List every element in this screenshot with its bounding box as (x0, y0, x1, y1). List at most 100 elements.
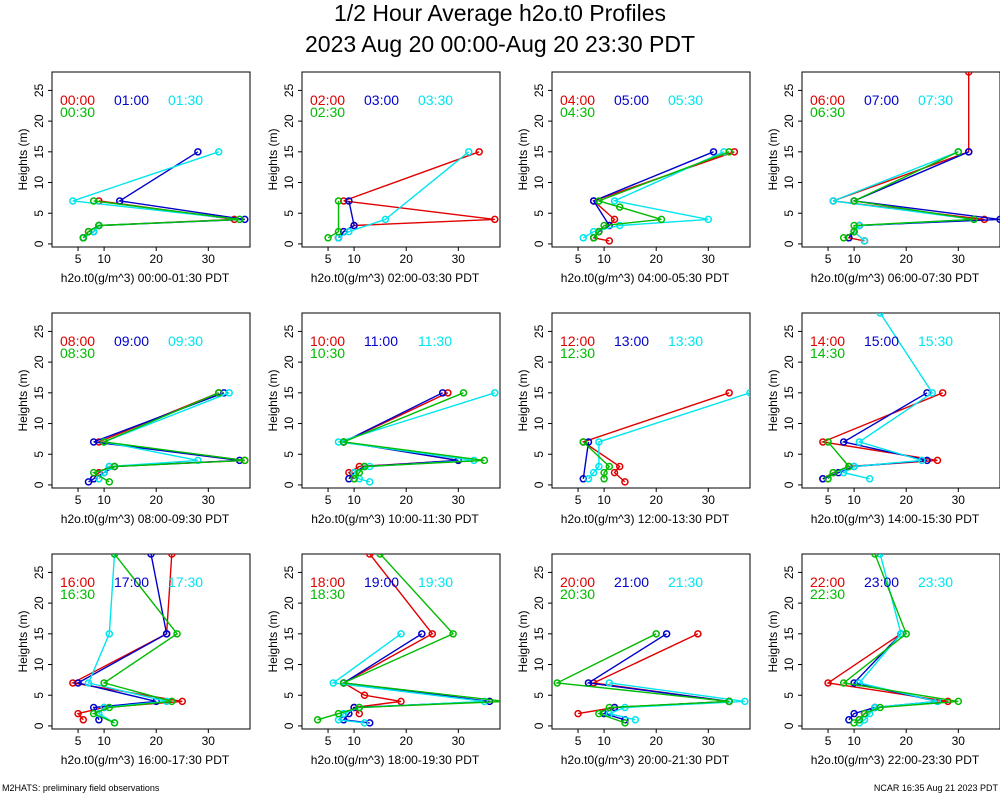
x-tick-label: 10 (847, 734, 861, 748)
data-point (355, 468, 364, 477)
data-point (850, 709, 858, 718)
legend-label: 15:30 (918, 333, 953, 349)
data-point (652, 630, 660, 638)
data-point (334, 709, 343, 718)
data-point (829, 197, 838, 205)
legend-label: 19:30 (418, 574, 453, 590)
legend-label: 15:00 (864, 333, 899, 349)
data-point (829, 468, 838, 477)
x-tick-label: 10 (97, 493, 111, 507)
legend-label: 13:00 (614, 333, 649, 349)
data-point (428, 630, 437, 638)
y-tick-label: 10 (282, 658, 296, 672)
data-point (933, 456, 942, 465)
x-tick-label: 10 (847, 493, 861, 507)
figure-subtitle: 2023 Aug 20 00:00-Aug 20 23:30 PDT (304, 31, 696, 57)
plot-frame (551, 553, 751, 730)
data-point (610, 215, 619, 224)
data-point (89, 468, 98, 477)
data-point (725, 148, 733, 156)
data-point (105, 630, 114, 638)
y-tick-label: 5 (782, 451, 796, 458)
series-group (579, 148, 739, 245)
data-point (100, 679, 108, 687)
data-point (74, 709, 82, 718)
x-tick-label: 30 (952, 493, 966, 507)
data-point (964, 72, 973, 76)
figure-title: 1/2 Hour Average h2o.t0 Profiles (333, 0, 666, 26)
y-axis-label: Heights (m) (766, 610, 780, 672)
data-point (839, 468, 848, 477)
x-axis-label: h2o.t0(g/m^3) 22:00-23:30 PDT (811, 753, 980, 767)
series-line-0230 (327, 200, 340, 239)
legend-label: 17:00 (114, 574, 149, 590)
legend-label: 18:00 (310, 574, 345, 590)
legend-label: 16:30 (60, 586, 95, 602)
y-tick-label: 20 (532, 596, 546, 610)
y-tick-label: 25 (282, 565, 296, 579)
data-point (449, 630, 457, 638)
y-axis-label: Heights (m) (516, 128, 530, 190)
x-tick-label: 5 (75, 734, 82, 748)
data-point (850, 719, 858, 727)
data-point (553, 679, 561, 687)
series-line-2000 (577, 633, 730, 715)
y-tick-label: 5 (32, 210, 46, 217)
data-point (834, 468, 843, 477)
data-point (360, 462, 369, 471)
x-tick-label: 10 (347, 734, 361, 748)
y-tick-label: 5 (282, 692, 296, 699)
data-point (938, 389, 947, 397)
data-point (110, 554, 119, 558)
series-line-0130 (72, 151, 240, 239)
y-tick-label: 5 (782, 210, 796, 217)
data-point (850, 221, 858, 230)
x-axis-label: h2o.t0(g/m^3) 18:00-19:30 PDT (311, 753, 480, 767)
data-point (334, 234, 343, 242)
data-point (605, 237, 614, 245)
series-line-0400 (592, 151, 735, 242)
y-tick-label: 25 (532, 83, 546, 97)
data-point (954, 148, 963, 156)
legend-label: 10:00 (310, 333, 345, 349)
y-axis-label: Heights (m) (766, 369, 780, 431)
legend-label: 14:00 (810, 333, 845, 349)
data-point (865, 709, 874, 718)
series-line-0600 (833, 72, 985, 242)
data-point (69, 679, 77, 687)
y-axis-label: Heights (m) (516, 369, 530, 431)
x-tick-label: 30 (452, 734, 466, 748)
legend-label: 19:00 (364, 574, 399, 590)
plot-frame (301, 553, 501, 730)
data-point (350, 221, 358, 230)
data-point (615, 221, 624, 230)
data-point (850, 462, 858, 471)
data-point (589, 197, 598, 205)
x-tick-label: 5 (75, 252, 82, 266)
data-point (631, 716, 640, 724)
y-tick-label: 0 (282, 481, 296, 488)
legend-label: 05:30 (668, 92, 703, 108)
x-tick-label: 30 (202, 493, 216, 507)
data-point (110, 719, 119, 727)
x-tick-label: 30 (702, 734, 716, 748)
data-point (214, 389, 223, 397)
x-axis-label: h2o.t0(g/m^3) 10:00-11:30 PDT (311, 512, 479, 526)
data-point (105, 703, 114, 712)
data-point (339, 679, 348, 687)
data-point (459, 389, 468, 397)
series-line-1200 (581, 392, 730, 483)
x-tick-label: 5 (325, 734, 332, 748)
data-point (95, 221, 103, 230)
data-point (694, 630, 702, 638)
panel-3: 0 5 10 15 20 25 5 10 20 30 Heights (m) h2o.t0(g/m^3… (516, 71, 751, 285)
y-tick-label: 25 (782, 83, 796, 97)
data-point (444, 389, 452, 397)
data-point (345, 227, 353, 236)
data-point (595, 709, 603, 718)
data-point (600, 221, 608, 230)
data-point (584, 438, 593, 446)
legend-label: 01:30 (168, 92, 203, 108)
x-tick-label: 30 (702, 252, 716, 266)
x-tick-label: 10 (347, 252, 361, 266)
